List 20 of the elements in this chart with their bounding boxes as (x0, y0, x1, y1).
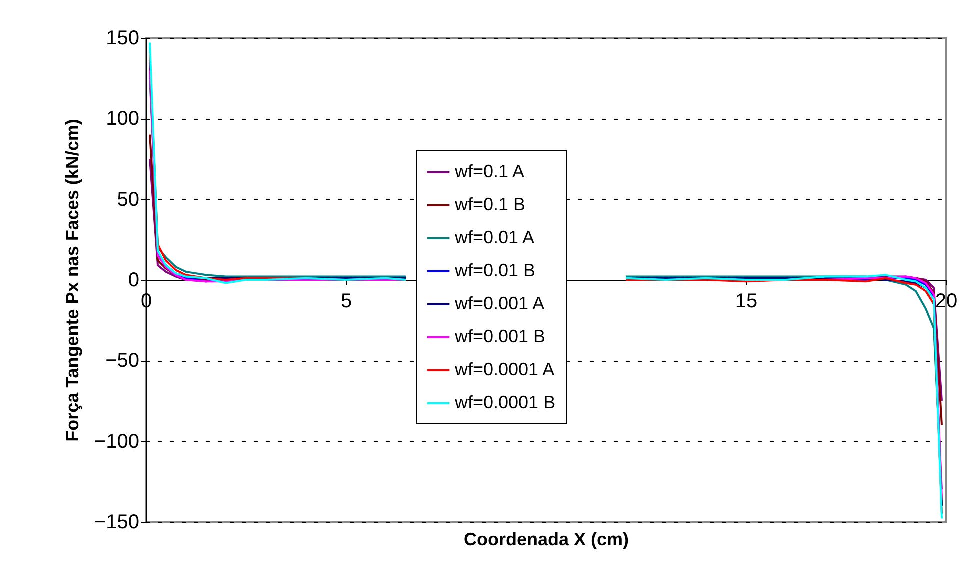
legend-label: wf=0.1 B (454, 194, 526, 214)
x-tick-label: 20 (935, 290, 958, 312)
legend-label: wf=0.001 A (454, 294, 545, 314)
y-axis-title: Força Tangente Px nas Faces (kN/cm) (62, 119, 82, 442)
y-tick-label: −50 (106, 350, 140, 372)
legend-label: wf=0.01 A (454, 228, 535, 248)
legend-label: wf=0.001 B (454, 326, 546, 346)
y-tick-label: 100 (106, 108, 140, 130)
y-tick-label: 50 (117, 188, 140, 211)
y-tick-label: −100 (94, 430, 140, 453)
x-tick-label: 5 (340, 290, 352, 312)
y-tick-label: 0 (128, 270, 140, 292)
legend-label: wf=0.1 A (454, 162, 525, 182)
legend-label: wf=0.0001 A (454, 360, 555, 380)
legend-label: wf=0.01 B (454, 260, 536, 280)
x-axis-title: Coordenada X (cm) (464, 530, 630, 550)
legend-label: wf=0.0001 B (454, 392, 556, 412)
y-tick-label: −150 (94, 512, 140, 534)
x-tick-label: 15 (735, 290, 758, 312)
y-tick-label: 150 (106, 28, 140, 50)
